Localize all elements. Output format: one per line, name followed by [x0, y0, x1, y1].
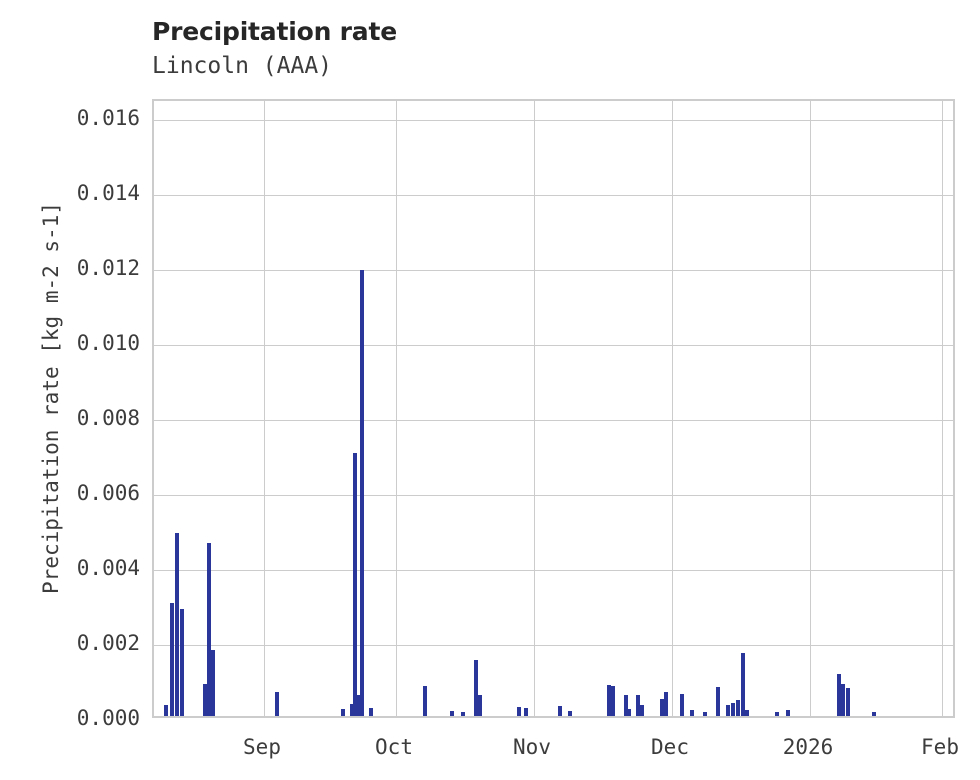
bar [731, 702, 735, 716]
bar [716, 686, 720, 716]
gridline-horizontal [154, 269, 953, 271]
gridline-vertical [810, 101, 811, 716]
page-title: Precipitation rate [152, 17, 397, 46]
bar [664, 692, 668, 716]
bar [680, 693, 684, 716]
bar [207, 542, 211, 716]
bar [636, 694, 640, 716]
bar [775, 711, 779, 716]
bar [275, 692, 279, 716]
bar [180, 609, 184, 716]
bar [353, 453, 357, 716]
bar [175, 533, 179, 716]
bar [703, 711, 707, 716]
x-tick-label: Dec [651, 735, 689, 759]
bar [423, 685, 427, 716]
bar [164, 705, 168, 716]
bar [360, 269, 364, 716]
bar [211, 650, 215, 716]
bar [611, 686, 615, 716]
x-tick-label: 2026 [782, 735, 834, 759]
bar [837, 673, 841, 716]
bar [640, 704, 644, 716]
gridline-vertical [264, 101, 265, 716]
gridline-horizontal [154, 344, 953, 346]
gridline-vertical [396, 101, 397, 716]
gridline-horizontal [154, 644, 953, 646]
gridline-horizontal [154, 419, 953, 421]
bar [369, 707, 373, 716]
bar [846, 688, 850, 716]
gridline-vertical [534, 101, 535, 716]
bar [170, 602, 174, 716]
gridline-horizontal [154, 494, 953, 496]
y-axis-label: Precipitation rate [kg m-2 s-1] [39, 202, 63, 594]
bar [786, 709, 790, 716]
bar [736, 699, 740, 716]
bar [741, 652, 745, 716]
bar [660, 699, 664, 716]
bar [726, 705, 730, 716]
bar [450, 711, 454, 716]
bar [568, 710, 572, 716]
bar [203, 684, 207, 716]
bar [524, 708, 528, 716]
gridline-horizontal [154, 194, 953, 196]
y-tick-label: 0.002 [76, 630, 140, 655]
chart-subtitle: Lincoln (AAA) [152, 53, 333, 79]
bar [627, 708, 631, 716]
plot-area [152, 99, 955, 718]
gridline-horizontal [154, 119, 953, 121]
y-tick-label: 0.004 [76, 555, 140, 580]
y-tick-label: 0.010 [76, 330, 140, 355]
gridline-vertical [672, 101, 673, 716]
bar [357, 695, 361, 716]
bar [690, 710, 694, 716]
bar [841, 683, 845, 716]
bar [517, 707, 521, 716]
y-tick-label: 0.008 [76, 405, 140, 430]
y-tick-label: 0.006 [76, 480, 140, 505]
y-tick-label: 0.000 [76, 706, 140, 730]
bar [341, 708, 345, 716]
bar [474, 659, 478, 716]
bar [872, 712, 876, 716]
bar [558, 705, 562, 716]
x-tick-label: Oct [375, 735, 413, 759]
bar [461, 712, 465, 716]
gridline-horizontal [154, 569, 953, 571]
x-tick-label: Feb [921, 735, 959, 759]
gridline-vertical [942, 101, 943, 716]
bar [607, 685, 611, 716]
x-tick-label: Sep [243, 735, 281, 759]
y-tick-label: 0.016 [76, 105, 140, 130]
bar [478, 695, 482, 716]
bar [350, 704, 354, 716]
y-tick-label: 0.014 [76, 180, 140, 205]
x-tick-label: Nov [513, 735, 551, 759]
y-tick-label: 0.012 [76, 255, 140, 280]
bar [745, 709, 749, 716]
bar [624, 695, 628, 716]
